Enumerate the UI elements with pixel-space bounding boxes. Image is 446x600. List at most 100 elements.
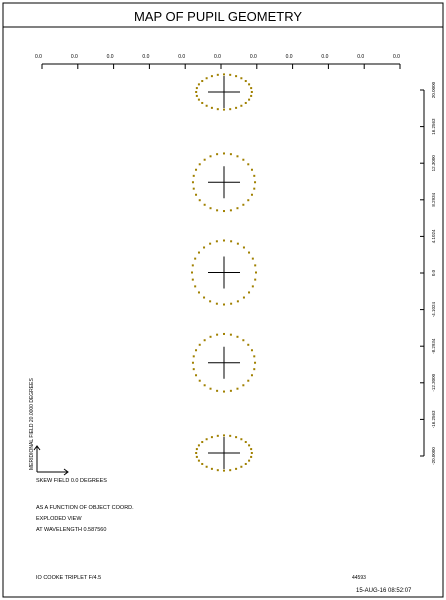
pupil-dot xyxy=(242,384,245,387)
pupil-dot xyxy=(209,207,212,210)
pupil-dot xyxy=(244,462,247,465)
pupil-dot xyxy=(248,251,251,254)
right-scale-label: -16.2563 xyxy=(431,410,436,428)
top-scale-label: 0.0 xyxy=(107,54,114,60)
lens-name: IO COOKE TRIPLET F/4.5 xyxy=(36,575,101,581)
field-axes-arrows xyxy=(33,445,69,476)
pupil-dot xyxy=(197,251,200,254)
pupil-dot xyxy=(195,168,198,171)
top-scale-label: 0.0 xyxy=(357,54,364,60)
right-scale-label: -12.3000 xyxy=(431,373,436,391)
top-scale-label: 0.0 xyxy=(393,54,400,60)
pupil-dot xyxy=(205,104,208,107)
right-scale-label: 8.2934 xyxy=(431,192,436,206)
pupil-outline xyxy=(195,434,253,472)
note-exploded-view: EXPLODED VIEW xyxy=(36,516,82,522)
pupil-dot xyxy=(229,333,232,336)
pupil-dot xyxy=(195,448,198,451)
pupil-dot xyxy=(247,163,250,166)
pupil-dot xyxy=(210,106,213,109)
pupil-dot xyxy=(230,240,233,243)
pupil-dot xyxy=(235,467,238,470)
pupil-dot xyxy=(229,389,232,392)
right-scale: 20.0000 16.2563 12.3000 8.2934 4.1024 0.0 -4.1… xyxy=(420,81,436,465)
pupil-dot xyxy=(203,384,206,387)
pupil-dot xyxy=(203,203,206,206)
pupil-dot xyxy=(254,361,257,364)
pupil-dot xyxy=(216,333,219,336)
pupil-outline xyxy=(195,73,253,111)
pupil-dot xyxy=(242,339,245,342)
top-scale-label: 0.0 xyxy=(321,54,328,60)
pupil-dot xyxy=(223,332,225,335)
right-scale-label: 16.2563 xyxy=(431,118,436,135)
pupil-dot xyxy=(247,199,250,202)
skew-field-label: SKEW FIELD 0.0 DEGREES xyxy=(36,478,107,484)
pupil-dot xyxy=(253,355,256,358)
pupil-dot xyxy=(195,87,198,90)
note-wavelength: AT WAVELENGTH 0.587560 xyxy=(36,527,106,533)
pupil-dot xyxy=(240,438,243,441)
pupil-dot xyxy=(201,80,204,83)
pupil-dot xyxy=(235,436,238,439)
pupil-dot xyxy=(192,355,195,358)
pupil-dot xyxy=(201,441,204,444)
pupil-dot xyxy=(209,300,212,303)
pupil-dot xyxy=(240,104,243,107)
pupil-dot xyxy=(194,285,197,288)
pupil-dot xyxy=(244,80,247,83)
pupil-dot xyxy=(250,87,253,90)
pupil-dot xyxy=(236,155,239,158)
pupil-dot xyxy=(215,240,218,243)
pupil-dot xyxy=(236,387,239,390)
pupil-dot xyxy=(195,349,198,352)
top-scale-label: 0.0 xyxy=(35,54,42,60)
pupil-dot xyxy=(250,374,253,377)
pupil-dot xyxy=(250,168,253,171)
right-scale-label: 0.0 xyxy=(431,269,436,276)
pupil-dot xyxy=(191,278,194,281)
pupil-dot xyxy=(194,257,197,260)
pupil-dot xyxy=(251,285,254,288)
pupil-dot xyxy=(244,441,247,444)
pupil-dot xyxy=(195,91,198,93)
pupil-dot xyxy=(191,181,194,184)
pupil-dot xyxy=(250,94,253,97)
pupil-dot xyxy=(195,374,198,377)
vertical-arrowhead xyxy=(33,445,41,451)
pupil-dot xyxy=(229,209,232,212)
pupil-dot xyxy=(250,448,253,451)
top-scale-label: 0.0 xyxy=(286,54,293,60)
pupil-outline xyxy=(191,332,257,393)
pupil-dot xyxy=(251,257,254,260)
pupil-dot xyxy=(240,465,243,468)
pupil-dot xyxy=(240,77,243,80)
pupil-dot xyxy=(250,193,253,196)
pupil-dot xyxy=(236,335,239,338)
top-scale: 0.0 0.0 0.0 0.0 0.0 0.0 0.0 0.0 0.0 0.0 0.0 xyxy=(35,54,401,69)
pupil-dot xyxy=(253,368,256,371)
pupil-dot xyxy=(229,469,232,472)
pupil-dot xyxy=(247,379,250,382)
pupil-dot xyxy=(242,246,245,249)
pupil-dot xyxy=(223,303,225,306)
pupil-dot xyxy=(229,434,232,437)
pupil-dot xyxy=(203,296,206,299)
right-scale-label: 12.3000 xyxy=(431,155,436,172)
pupil-dot xyxy=(192,187,195,190)
pupil-dot xyxy=(216,153,219,156)
pupil-dot xyxy=(223,390,225,393)
right-scale-label: 4.1024 xyxy=(431,229,436,243)
pupil-dot xyxy=(236,242,239,245)
pupil-dot xyxy=(209,155,212,158)
right-scale-label: 20.0000 xyxy=(431,81,436,98)
pupil-dot xyxy=(195,193,198,196)
pupil-dot xyxy=(198,163,201,166)
pupil-dot xyxy=(191,271,193,274)
pupil-dot xyxy=(191,361,194,364)
top-scale-label: 0.0 xyxy=(178,54,185,60)
pupil-dot xyxy=(198,199,201,202)
pupil-dot xyxy=(192,368,195,371)
